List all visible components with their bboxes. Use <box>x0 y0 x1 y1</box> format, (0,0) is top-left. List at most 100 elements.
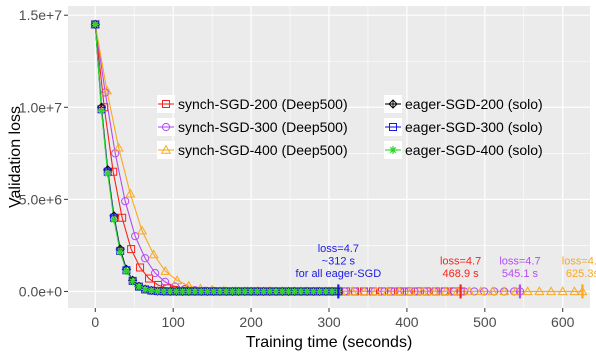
data-point <box>487 286 498 296</box>
data-point <box>256 290 258 293</box>
data-point <box>131 232 140 241</box>
data-point <box>160 265 171 275</box>
data-point <box>269 290 271 293</box>
data-point <box>287 290 290 293</box>
x-tick-label: 400 <box>395 314 419 330</box>
data-point <box>113 219 115 221</box>
data-point <box>331 290 333 293</box>
data-point <box>510 286 522 296</box>
data-point <box>213 290 215 293</box>
legend: synch-SGD-200 (Deep500) synch-SGD-300 (De… <box>157 95 543 159</box>
data-point <box>194 290 196 293</box>
x-tick-label: 500 <box>473 314 497 330</box>
legend-key-marker <box>160 144 172 154</box>
legend-key-marker <box>389 123 397 131</box>
data-point <box>499 286 510 296</box>
data-point <box>113 142 124 152</box>
data-point <box>370 286 381 296</box>
data-point <box>121 197 130 206</box>
data-point <box>534 286 545 296</box>
annotation-text: loss=4.7 <box>440 256 481 268</box>
data-point <box>136 263 145 272</box>
data-point <box>417 286 428 296</box>
data-point <box>94 23 96 26</box>
data-point <box>347 286 358 296</box>
data-point <box>119 251 121 253</box>
data-point <box>275 290 277 293</box>
data-point <box>145 274 154 283</box>
annotation-text: ~312 s <box>322 256 356 268</box>
data-point <box>151 268 160 278</box>
data-point <box>150 290 152 292</box>
x-tick-label: 600 <box>551 314 575 330</box>
data-point <box>231 290 233 293</box>
legend-label: synch-SGD-400 (Deep500) <box>178 142 348 158</box>
legend-label: eager-SGD-200 (solo) <box>405 96 543 112</box>
data-point <box>281 290 283 293</box>
legend-key-marker <box>161 122 171 132</box>
data-point <box>200 290 202 293</box>
annotation-markers <box>337 284 584 299</box>
data-point <box>132 280 134 283</box>
legend-key-marker <box>162 100 170 108</box>
series-markers <box>90 19 588 297</box>
data-point <box>300 290 302 293</box>
legend-item: eager-SGD-400 (solo) <box>384 141 543 159</box>
data-point <box>118 213 127 222</box>
data-point <box>557 286 568 296</box>
legend-item: eager-SGD-200 (solo) <box>384 95 543 113</box>
data-point <box>125 270 128 272</box>
annotation-text: for all eager-SGD <box>296 268 382 280</box>
legend-item: synch-SGD-400 (Deep500) <box>157 141 348 159</box>
data-point <box>144 288 146 291</box>
y-tick-label: 1.5e+7 <box>19 7 62 23</box>
data-point <box>238 290 240 293</box>
data-point <box>475 286 486 296</box>
x-tick-label: 200 <box>239 314 263 330</box>
data-point <box>359 286 370 296</box>
data-point <box>464 286 475 296</box>
data-point <box>156 290 159 292</box>
data-point <box>181 290 184 293</box>
data-point <box>405 286 416 296</box>
data-point <box>440 286 451 296</box>
x-axis-title: Training time (seconds) <box>246 334 413 351</box>
data-point <box>325 290 327 293</box>
data-point <box>138 286 140 288</box>
data-point <box>312 290 315 293</box>
annotation-text: loss=4.7 <box>562 256 596 268</box>
data-point <box>244 290 246 293</box>
x-tick-label: 300 <box>317 314 341 330</box>
data-point <box>125 188 136 198</box>
data-point <box>294 290 296 293</box>
data-point <box>382 286 393 296</box>
data-point <box>394 286 405 296</box>
y-axis-title: Validation loss <box>7 106 24 208</box>
data-point <box>101 85 113 95</box>
legend-label: eager-SGD-400 (solo) <box>405 142 543 158</box>
legend-item: eager-SGD-300 (solo) <box>384 118 543 136</box>
legend-item: synch-SGD-200 (Deep500) <box>157 95 348 113</box>
annotation-text: loss=4.7 <box>318 243 359 255</box>
data-point <box>188 290 190 293</box>
data-point <box>148 249 159 259</box>
data-point <box>175 290 177 293</box>
annotation-text: 468.9 s <box>443 268 480 280</box>
data-point <box>429 286 440 296</box>
data-point <box>160 277 170 286</box>
legend-label: synch-SGD-300 (Deep500) <box>178 119 348 135</box>
data-point <box>319 290 321 293</box>
legend-label: eager-SGD-300 (solo) <box>405 119 543 135</box>
annotation-text: 545.1 s <box>502 268 539 280</box>
data-point <box>522 286 533 296</box>
y-tick-label: 1.0e+7 <box>19 99 62 115</box>
legend-label: synch-SGD-200 (Deep500) <box>178 96 348 112</box>
data-point <box>169 290 171 292</box>
x-tick-label: 0 <box>91 314 99 330</box>
data-point <box>545 286 557 296</box>
y-tick-label: 0.0e+0 <box>19 283 62 299</box>
data-point <box>172 275 183 285</box>
annotation-text: loss=4.7 <box>499 256 540 268</box>
data-point <box>225 290 227 293</box>
